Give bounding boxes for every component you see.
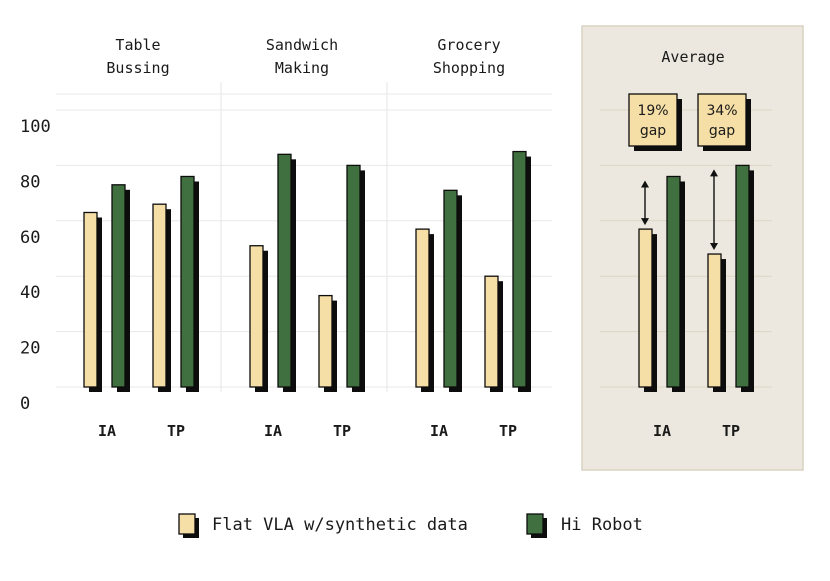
- group-2: Grocery Shopping IA TP: [415, 36, 531, 440]
- group-title: Average: [661, 48, 724, 66]
- group-separators: [220, 82, 388, 392]
- legend-label: Flat VLA w/synthetic data: [212, 515, 468, 535]
- x-tick-label: IA: [98, 422, 116, 440]
- y-tick-label: 80: [20, 172, 40, 192]
- gap-label-box: [628, 93, 678, 147]
- bar-flat: [249, 245, 264, 388]
- gap-label-text: 19%: [637, 103, 668, 119]
- group-0: Table Bussing IA TP: [83, 36, 199, 440]
- bar-flat: [318, 294, 333, 388]
- y-tick-label: 40: [20, 283, 40, 303]
- bar-flat: [83, 211, 98, 388]
- gap-label-text: gap: [640, 123, 666, 139]
- bar-hi-robot: [180, 175, 195, 388]
- bar-flat: [707, 253, 722, 388]
- legend-label: Hi Robot: [561, 515, 643, 535]
- bar-hi-robot: [277, 153, 292, 388]
- bar-flat: [638, 228, 653, 388]
- bar-flat: [484, 275, 499, 388]
- bar-hi-robot: [111, 184, 126, 388]
- y-tick-label: 60: [20, 228, 40, 248]
- y-tick-label: 20: [20, 339, 40, 359]
- gap-arrow-head-up: [641, 180, 649, 188]
- x-tick-label: TP: [167, 422, 185, 440]
- gap-arrow-head-up: [710, 169, 718, 177]
- group-title: Shopping: [433, 59, 505, 77]
- x-tick-label: IA: [264, 422, 282, 440]
- legend: Flat VLA w/synthetic data Hi Robot: [178, 513, 643, 538]
- bar-flat: [415, 228, 430, 388]
- legend-item: Flat VLA w/synthetic data: [178, 513, 468, 538]
- x-tick-label: TP: [722, 422, 740, 440]
- gap-label-text: 34%: [706, 103, 737, 119]
- x-tick-label: IA: [653, 422, 671, 440]
- bar-hi-robot: [735, 164, 750, 388]
- group-title: Grocery: [437, 36, 500, 54]
- y-tick-label: 0: [20, 394, 30, 414]
- legend-swatch: [526, 513, 544, 535]
- legend-swatch: [178, 513, 196, 535]
- bar-hi-robot: [346, 164, 361, 388]
- average-panel-background: [581, 25, 804, 471]
- legend-item: Hi Robot: [526, 513, 643, 538]
- y-axis: 0 20 40 60 80 100: [20, 117, 51, 414]
- bar-hi-robot: [443, 189, 458, 388]
- gap-label-box: [697, 93, 747, 147]
- group-3: Average IA 19% gap TP 34% gap: [628, 48, 754, 440]
- group-title: Making: [275, 59, 329, 77]
- x-tick-label: TP: [499, 422, 517, 440]
- gap-arrow-head-down: [710, 243, 718, 251]
- group-1: Sandwich Making IA TP: [249, 36, 365, 440]
- bar-hi-robot: [512, 150, 527, 388]
- x-tick-label: TP: [333, 422, 351, 440]
- gap-label-text: gap: [709, 123, 735, 139]
- group-title: Sandwich: [266, 36, 338, 54]
- y-tick-label: 100: [20, 117, 51, 137]
- group-title: Bussing: [106, 59, 169, 77]
- group-title: Table: [115, 36, 160, 54]
- bar-flat: [152, 203, 167, 388]
- gap-arrow-head-down: [641, 218, 649, 226]
- x-tick-label: IA: [430, 422, 448, 440]
- bar-hi-robot: [666, 175, 681, 388]
